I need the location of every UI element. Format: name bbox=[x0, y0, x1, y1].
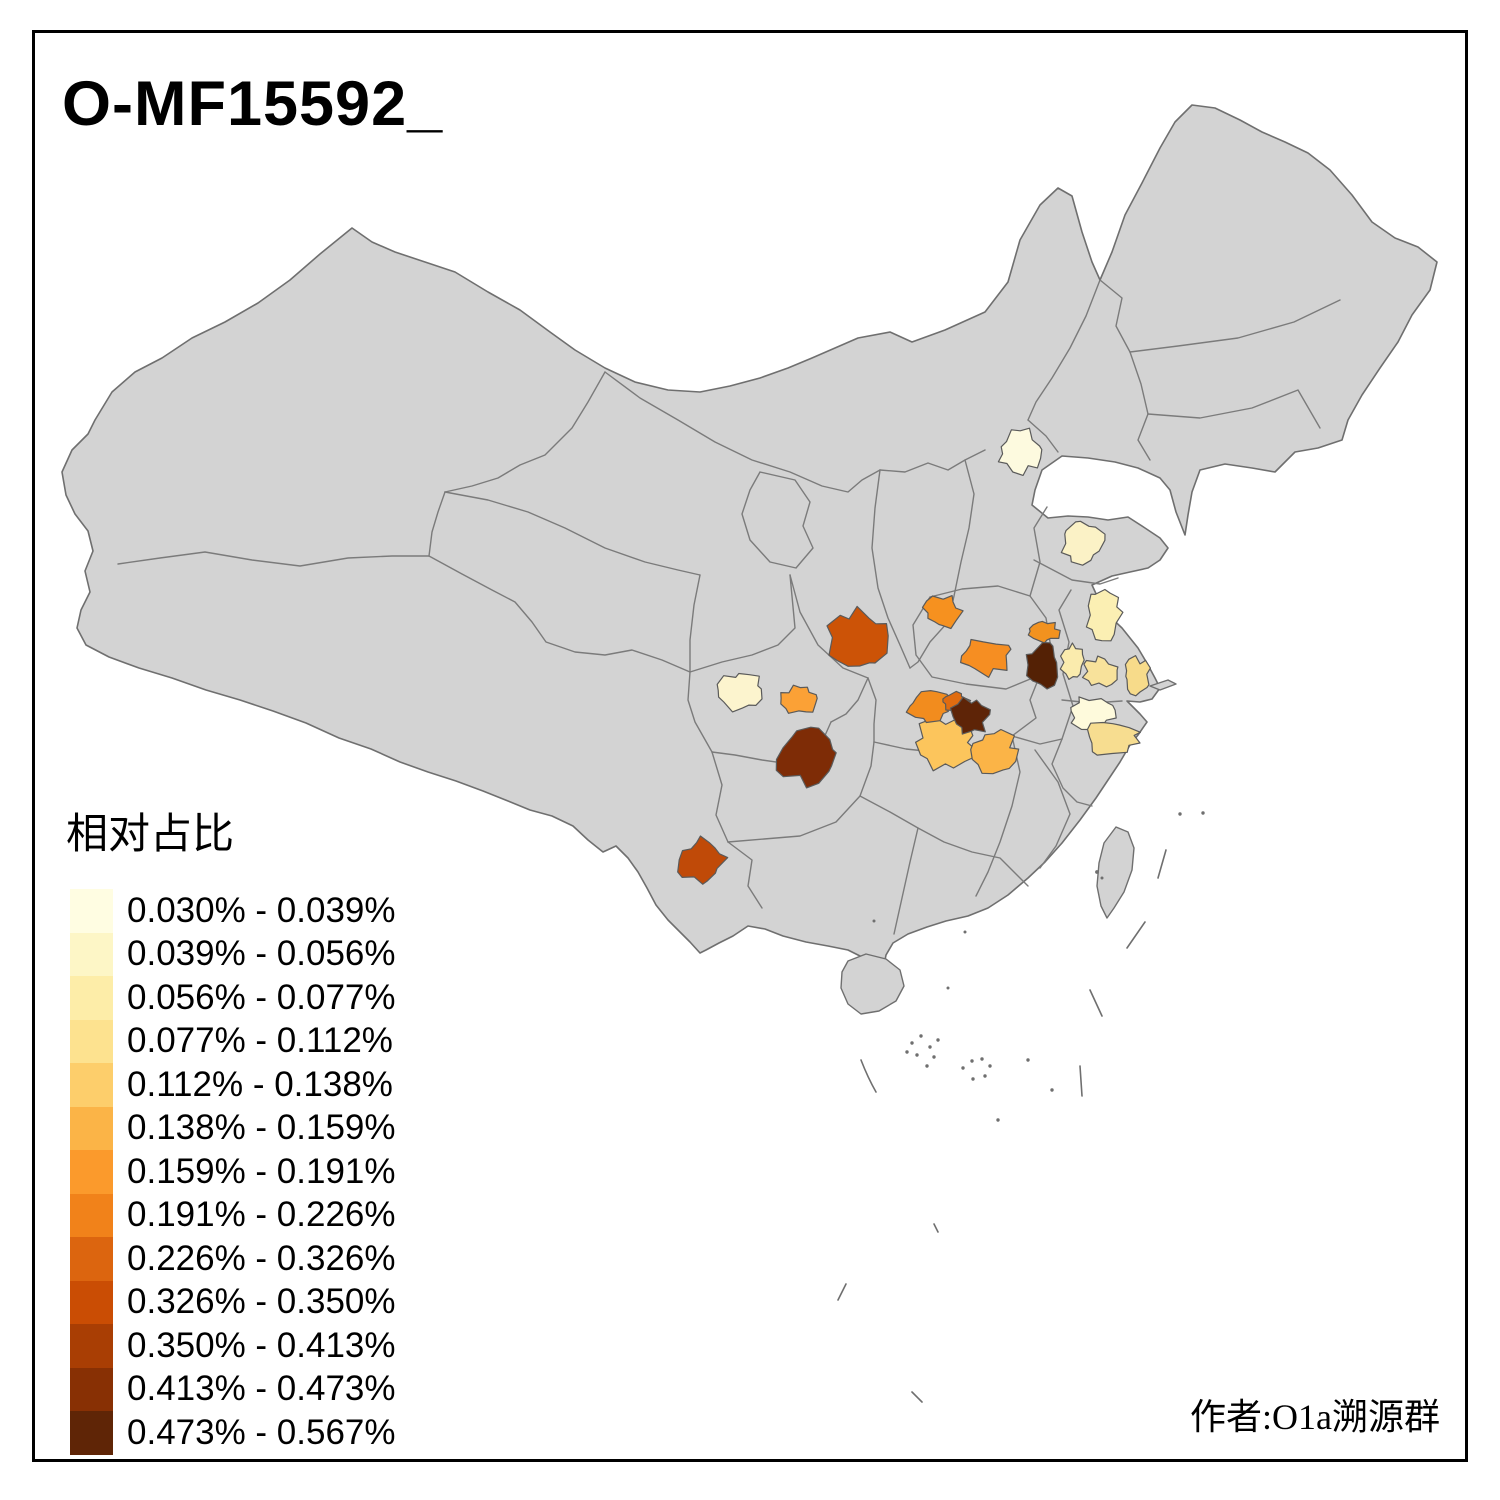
legend: 相对占比 0.030% - 0.039% 0.039% - 0.056% 0.056… bbox=[66, 800, 396, 1455]
legend-swatch bbox=[70, 1019, 113, 1063]
legend-item: 0.350% - 0.413% bbox=[70, 1324, 396, 1368]
legend-item: 0.473% - 0.567% bbox=[70, 1411, 396, 1455]
legend-swatch bbox=[70, 889, 113, 933]
legend-item: 0.326% - 0.350% bbox=[70, 1280, 396, 1324]
province-borders bbox=[117, 279, 1341, 935]
legend-swatch bbox=[70, 1150, 113, 1194]
legend-range-label: 0.077% - 0.112% bbox=[127, 1021, 393, 1061]
map-region-jiangsu-n bbox=[1085, 588, 1124, 642]
legend-swatch bbox=[70, 1367, 113, 1411]
legend-rows: 0.030% - 0.039% 0.039% - 0.056% 0.056% - 0… bbox=[70, 889, 396, 1455]
legend-range-label: 0.326% - 0.350% bbox=[127, 1282, 396, 1322]
legend-title: 相对占比 bbox=[66, 812, 235, 858]
legend-swatch bbox=[70, 1106, 113, 1150]
map-region-hunan-e bbox=[970, 728, 1020, 775]
legend-range-label: 0.226% - 0.326% bbox=[127, 1238, 396, 1278]
legend-item: 0.191% - 0.226% bbox=[70, 1193, 396, 1237]
legend-swatch bbox=[70, 1237, 113, 1281]
map-region-hubei-w bbox=[905, 690, 953, 724]
legend-range-label: 0.350% - 0.413% bbox=[127, 1325, 396, 1365]
legend-swatch bbox=[70, 1063, 113, 1107]
attribution: 作者:O1a溯源群 bbox=[1190, 1397, 1440, 1437]
legend-item: 0.077% - 0.112% bbox=[70, 1019, 396, 1063]
map-region-sichuan-c bbox=[716, 672, 763, 713]
map-region-jiangsu-w bbox=[1059, 642, 1085, 680]
legend-item: 0.159% - 0.191% bbox=[70, 1150, 396, 1194]
legend-range-label: 0.159% - 0.191% bbox=[127, 1151, 396, 1191]
map-region-chongqing bbox=[780, 684, 818, 714]
legend-item: 0.413% - 0.473% bbox=[70, 1367, 396, 1411]
legend-swatch bbox=[70, 1193, 113, 1237]
map-region-zhejiang-c bbox=[1086, 721, 1141, 756]
map-region-shaanxi-s bbox=[826, 605, 889, 667]
legend-swatch bbox=[70, 1324, 113, 1368]
plot-frame bbox=[32, 30, 1468, 1462]
map-region-guizhou-n bbox=[775, 726, 837, 789]
legend-range-label: 0.112% - 0.138% bbox=[127, 1064, 393, 1104]
legend-range-label: 0.039% - 0.056% bbox=[127, 934, 396, 974]
sea-dashes-and-islets bbox=[837, 811, 1205, 1403]
islands bbox=[840, 679, 1177, 1015]
legend-swatch bbox=[70, 932, 113, 976]
taiwan-island bbox=[1096, 826, 1135, 919]
map-region-shanghai-w bbox=[1124, 655, 1151, 697]
map-region-anhui-c bbox=[1025, 641, 1059, 690]
legend-item: 0.039% - 0.056% bbox=[70, 932, 396, 976]
map-region-beijing bbox=[997, 427, 1043, 476]
legend-swatch bbox=[70, 976, 113, 1020]
legend-swatch bbox=[70, 1280, 113, 1324]
map-region-hubei-c bbox=[949, 696, 991, 735]
legend-range-label: 0.056% - 0.077% bbox=[127, 977, 396, 1017]
legend-range-label: 0.413% - 0.473% bbox=[127, 1369, 396, 1409]
legend-range-label: 0.138% - 0.159% bbox=[127, 1108, 396, 1148]
map-region-jiangsu-c bbox=[1081, 655, 1119, 688]
map-region-henan-n bbox=[921, 595, 964, 630]
legend-item: 0.112% - 0.138% bbox=[70, 1063, 396, 1107]
map-region-anhui-n bbox=[1027, 620, 1061, 644]
islet-dots bbox=[872, 811, 1205, 1122]
mainland-outline bbox=[61, 104, 1438, 984]
legend-swatch bbox=[70, 1411, 113, 1455]
legend-item: 0.138% - 0.159% bbox=[70, 1106, 396, 1150]
map-region-yunnan-c bbox=[677, 835, 729, 885]
map-region-henan-s bbox=[960, 638, 1012, 678]
hainan-island bbox=[840, 953, 905, 1015]
map-region-shandong-w bbox=[1060, 520, 1106, 566]
legend-item: 0.056% - 0.077% bbox=[70, 976, 396, 1020]
colored-regions bbox=[677, 427, 1151, 885]
page-title: O-MF15592_ bbox=[62, 69, 444, 139]
legend-item: 0.226% - 0.326% bbox=[70, 1237, 396, 1281]
chongming-island bbox=[1149, 679, 1177, 691]
legend-range-label: 0.191% - 0.226% bbox=[127, 1195, 396, 1235]
legend-range-label: 0.473% - 0.567% bbox=[127, 1412, 396, 1452]
legend-item: 0.030% - 0.039% bbox=[70, 889, 396, 933]
legend-range-label: 0.030% - 0.039% bbox=[127, 890, 396, 930]
